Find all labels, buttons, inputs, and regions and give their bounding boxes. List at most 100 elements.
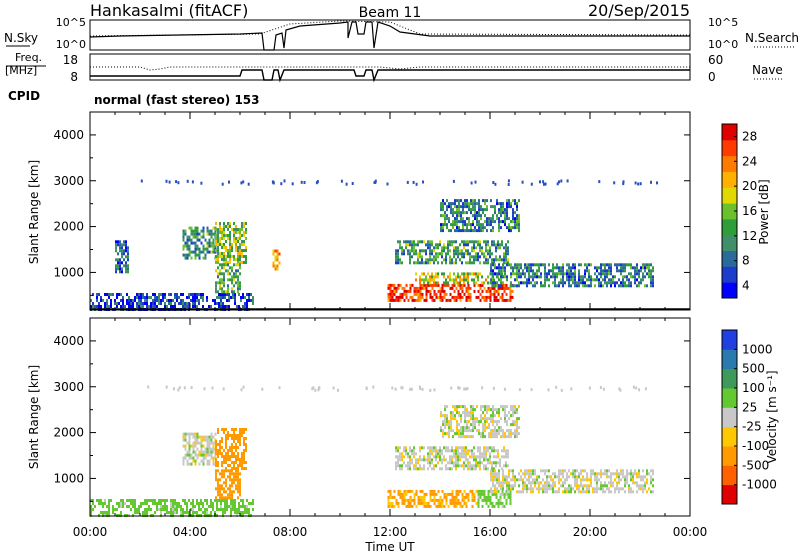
range-time-cell bbox=[498, 420, 500, 424]
range-time-cell bbox=[443, 246, 445, 250]
range-time-cell bbox=[518, 388, 521, 392]
range-time-cell bbox=[506, 429, 508, 433]
range-time-cell bbox=[208, 462, 211, 466]
range-time-cell bbox=[642, 484, 644, 488]
range-time-cell bbox=[592, 487, 594, 491]
range-time-cell bbox=[223, 228, 225, 231]
range-time-cell bbox=[202, 244, 205, 248]
range-time-cell bbox=[570, 272, 572, 276]
range-time-cell bbox=[650, 284, 652, 288]
range-time-cell bbox=[454, 220, 456, 224]
range-time-cell bbox=[223, 252, 225, 255]
range-time-cell bbox=[463, 446, 465, 450]
range-time-cell bbox=[208, 450, 211, 454]
range-time-cell bbox=[456, 220, 458, 224]
range-time-cell bbox=[413, 449, 415, 453]
range-time-cell bbox=[652, 472, 654, 476]
range-time-cell bbox=[373, 181, 376, 184]
range-time-cell bbox=[227, 255, 229, 258]
range-time-cell bbox=[526, 284, 528, 288]
range-time-cell bbox=[252, 296, 254, 299]
range-time-cell bbox=[239, 493, 241, 497]
range-time-cell bbox=[443, 275, 445, 279]
range-time-cell bbox=[405, 295, 408, 299]
range-time-cell bbox=[122, 299, 124, 302]
range-time-cell bbox=[196, 453, 199, 457]
range-time-cell bbox=[468, 205, 470, 209]
range-time-cell bbox=[196, 238, 199, 242]
range-time-cell bbox=[140, 293, 142, 296]
range-time-cell bbox=[514, 478, 516, 482]
range-time-cell bbox=[443, 281, 445, 285]
range-time-cell bbox=[463, 292, 466, 296]
range-time-cell bbox=[528, 278, 530, 282]
range-time-cell bbox=[451, 467, 453, 471]
range-time-cell bbox=[480, 205, 482, 209]
range-time-cell bbox=[425, 458, 427, 462]
range-time-cell bbox=[429, 289, 432, 293]
range-time-cell bbox=[423, 272, 425, 276]
range-time-cell bbox=[479, 272, 481, 276]
range-time-cell bbox=[415, 458, 417, 462]
range-time-cell bbox=[606, 275, 608, 279]
range-time-cell bbox=[435, 492, 438, 496]
range-time-cell bbox=[435, 258, 437, 262]
range-time-cell bbox=[459, 489, 462, 493]
colorbar-swatch bbox=[722, 187, 737, 204]
range-time-cell bbox=[498, 202, 500, 206]
range-time-cell bbox=[494, 420, 496, 424]
range-time-cell bbox=[125, 270, 127, 274]
range-time-cell bbox=[190, 238, 193, 242]
range-time-cell bbox=[177, 181, 180, 185]
range-time-cell bbox=[466, 211, 468, 215]
range-time-cell bbox=[252, 302, 254, 305]
range-time-cell bbox=[148, 305, 150, 308]
range-time-cell bbox=[121, 270, 123, 274]
range-time-cell bbox=[618, 472, 620, 476]
range-time-cell bbox=[634, 266, 636, 270]
range-time-cell bbox=[490, 478, 492, 482]
range-time-cell bbox=[652, 278, 654, 282]
range-time-cell bbox=[217, 228, 219, 231]
range-time-cell bbox=[223, 455, 225, 458]
range-time-cell bbox=[229, 240, 231, 243]
range-time-cell bbox=[485, 449, 487, 453]
range-time-cell bbox=[536, 487, 538, 491]
range-time-cell bbox=[401, 246, 403, 250]
range-time-cell bbox=[417, 243, 419, 247]
range-time-cell bbox=[507, 492, 510, 496]
range-time-cell bbox=[547, 388, 550, 392]
range-time-cell bbox=[574, 266, 576, 270]
range-time-cell bbox=[395, 501, 398, 505]
range-time-cell bbox=[656, 181, 658, 185]
range-time-cell bbox=[231, 243, 233, 246]
range-time-cell bbox=[596, 481, 598, 485]
range-time-cell bbox=[233, 446, 235, 449]
range-time-cell bbox=[574, 472, 576, 476]
range-time-cell bbox=[636, 263, 638, 267]
range-time-cell bbox=[218, 305, 220, 308]
range-time-cell bbox=[178, 302, 180, 305]
range-time-cell bbox=[520, 281, 522, 285]
range-time-cell bbox=[652, 484, 654, 488]
range-time-cell bbox=[522, 484, 524, 488]
range-time-cell bbox=[459, 278, 461, 282]
range-time-cell bbox=[223, 266, 225, 270]
range-time-cell bbox=[403, 495, 406, 499]
range-time-cell bbox=[413, 246, 415, 250]
range-time-cell bbox=[303, 181, 306, 184]
range-time-cell bbox=[393, 292, 396, 296]
range-time-cell bbox=[454, 205, 456, 209]
range-time-cell bbox=[576, 284, 578, 288]
range-time-cell bbox=[243, 458, 245, 461]
range-time-cell bbox=[447, 249, 449, 253]
range-time-cell bbox=[225, 452, 227, 455]
range-time-cell bbox=[221, 237, 223, 240]
range-time-cell bbox=[506, 202, 508, 206]
range-time-cell bbox=[469, 272, 471, 276]
range-time-cell bbox=[225, 246, 227, 249]
range-time-cell bbox=[222, 508, 224, 511]
range-time-cell bbox=[471, 278, 473, 282]
range-time-cell bbox=[391, 295, 394, 299]
range-time-cell bbox=[219, 222, 221, 225]
